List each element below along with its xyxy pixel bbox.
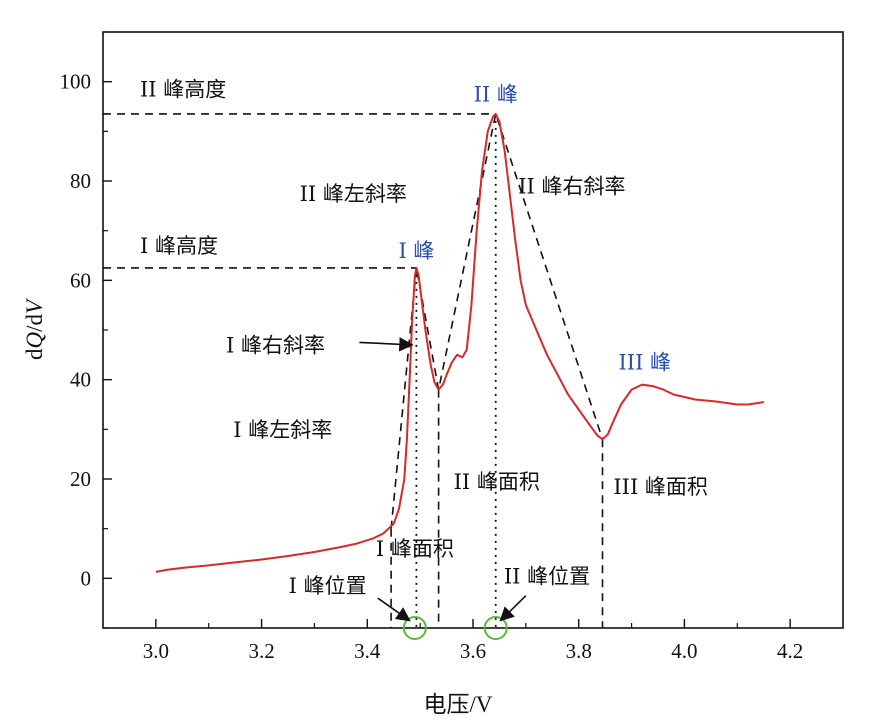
annotation-arrow-2 <box>377 597 411 622</box>
y-axis-title-part-3: /d <box>22 314 47 332</box>
y-tick-label-4: 60 <box>70 268 91 292</box>
annotation-peak2-height: II 峰高度 <box>140 78 226 102</box>
x-tick-label-7: 4.2 <box>777 639 803 663</box>
y-axis-title-part-1: d <box>22 348 47 360</box>
dqdv-curve-1 <box>155 112 764 573</box>
annotation-peak2-area: II 峰面积 <box>454 470 540 494</box>
annotation-peak2-position: II 峰位置 <box>504 564 590 588</box>
annotation-peak2-left-slope: II 峰左斜率 <box>300 182 407 206</box>
annotation-peak1-position: I 峰位置 <box>289 574 367 598</box>
y-axis-title-part-2: Q <box>22 332 47 349</box>
annotation-arrow-1 <box>359 337 414 352</box>
plot-frame <box>102 31 844 629</box>
annotation-peak2-label: II 峰 <box>474 83 518 107</box>
y-tick-label-1: 0 <box>81 566 92 590</box>
annotation-peak1-left-slope: I 峰左斜率 <box>233 418 332 442</box>
y-axis-title-part-4: V <box>22 297 47 314</box>
y-tick-label-3: 40 <box>70 368 91 392</box>
peak-position-marker-2 <box>483 616 508 640</box>
annotation-peak3-label: III 峰 <box>619 351 672 375</box>
annotation-peak1-right-slope: I 峰右斜率 <box>226 333 325 357</box>
annotation-peak2-right-slope: II 峰右斜率 <box>518 174 625 198</box>
x-tick-label-1: 3.0 <box>143 639 169 663</box>
y-tick-label-2: 20 <box>70 467 91 491</box>
x-axis-title: 电压/V <box>424 692 493 717</box>
y-tick-label-6: 100 <box>60 70 92 94</box>
x-tick-label-2: 3.2 <box>248 639 274 663</box>
y-tick-label-5: 80 <box>70 169 91 193</box>
x-tick-label-3: 3.4 <box>354 639 381 663</box>
x-tick-label-6: 4.0 <box>671 639 697 663</box>
annotation-arrow-3 <box>499 595 527 622</box>
x-tick-label-5: 3.8 <box>566 639 592 663</box>
y-axis-title: dQ/dV <box>22 297 47 360</box>
annotation-peak1-area: I 峰面积 <box>376 537 454 561</box>
x-tick-label-4: 3.6 <box>460 639 486 663</box>
annotation-peak1-height: I 峰高度 <box>140 234 218 258</box>
annotation-peak3-area: III 峰面积 <box>613 475 708 499</box>
annotation-peak1-label: I 峰 <box>398 239 434 263</box>
peak-position-marker-1 <box>402 616 427 640</box>
